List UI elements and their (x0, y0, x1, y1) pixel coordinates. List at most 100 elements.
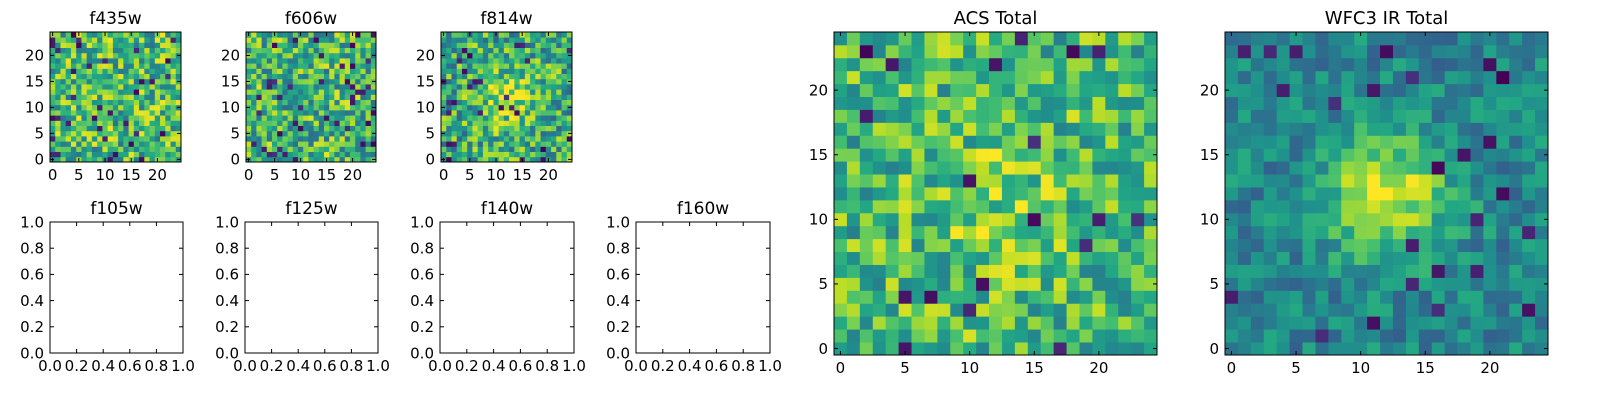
heatmap-cell (102, 110, 109, 116)
heatmap-cell (1431, 32, 1446, 46)
heatmap-cell (963, 32, 977, 46)
heatmap-cell (251, 68, 257, 74)
heatmap-cell (154, 136, 161, 142)
heatmap-cell (170, 73, 177, 80)
heatmap-cell (329, 47, 335, 54)
heatmap-cell (154, 99, 161, 106)
heatmap-cell (1392, 342, 1407, 356)
heatmap-cell (266, 136, 273, 142)
heatmap-cell (370, 37, 377, 43)
heatmap-cell (477, 99, 484, 106)
heatmap-cell (1066, 251, 1080, 265)
heatmap-cell (344, 110, 351, 116)
heatmap-cell (112, 32, 119, 38)
heatmap-cell (91, 58, 98, 64)
heatmap-cell (303, 151, 309, 158)
heatmap-cell (350, 63, 356, 69)
heatmap-cell (561, 146, 568, 152)
heatmap-cell (885, 135, 899, 149)
heatmap-cell (1092, 342, 1106, 356)
heatmap-cell (97, 104, 103, 111)
heatmap-cell (339, 42, 346, 48)
heatmap-cell (107, 89, 114, 95)
heatmap-cell (86, 32, 93, 38)
heatmap-cell (1014, 44, 1029, 59)
heatmap-cell (545, 130, 552, 137)
heatmap-cell (989, 251, 1003, 265)
heatmap-cell (76, 78, 82, 85)
heatmap-cell (133, 42, 140, 48)
heatmap-cell (472, 52, 479, 59)
panel-title: f435w (89, 9, 141, 29)
heatmap-cell (446, 130, 452, 137)
heatmap-cell (1027, 225, 1042, 240)
heatmap-cell (446, 42, 452, 48)
heatmap-cell (334, 151, 340, 158)
heatmap-cell (1118, 225, 1132, 240)
heatmap-cell (1144, 187, 1158, 201)
heatmap-cell (530, 151, 536, 158)
heatmap-cell (102, 63, 109, 69)
x-tick-label: 0.8 (731, 357, 755, 375)
heatmap-cell (503, 78, 510, 85)
heatmap-cell (344, 78, 351, 85)
heatmap-cell (519, 151, 526, 158)
heatmap-cell (313, 146, 320, 152)
heatmap-cell (535, 58, 541, 64)
heatmap-cell (524, 73, 531, 80)
heatmap-cell (170, 99, 177, 106)
heatmap-cell (524, 68, 531, 74)
heatmap-cell (898, 277, 912, 291)
heatmap-cell (989, 96, 1003, 110)
heatmap-cell (102, 120, 109, 126)
heatmap-cell (1367, 135, 1381, 149)
heatmap-cell (1092, 251, 1106, 265)
heatmap-cell (154, 115, 161, 121)
heatmap-cell (514, 156, 520, 163)
heatmap-cell (1354, 264, 1368, 278)
heatmap-cell (1535, 225, 1549, 240)
heatmap-cell (1367, 329, 1381, 343)
heatmap-cell (524, 52, 531, 59)
heatmap-cell (976, 329, 990, 343)
heatmap-cell (472, 115, 479, 121)
heatmap-cell (318, 130, 325, 137)
heatmap-cell (334, 146, 340, 152)
axes-frame (440, 31, 573, 163)
heatmap-cell (1237, 212, 1252, 227)
heatmap-cell (246, 47, 252, 54)
heatmap-cell (329, 68, 335, 74)
heatmap-cell (561, 136, 568, 142)
heatmap-cell (859, 174, 874, 188)
heatmap-cell (535, 156, 541, 163)
heatmap-cell (76, 68, 82, 74)
heatmap-cell (1066, 44, 1080, 59)
heatmap-cell (123, 32, 129, 38)
heatmap-cell (97, 89, 103, 95)
heatmap-cell (339, 73, 346, 80)
heatmap-cell (1001, 96, 1016, 110)
heatmap-cell (488, 94, 494, 100)
heatmap-cell (514, 73, 520, 80)
heatmap-cell (963, 135, 977, 149)
heatmap-cell (261, 146, 268, 152)
heatmap-cell (65, 73, 72, 80)
heatmap-cell (1276, 251, 1290, 265)
heatmap-cell (313, 136, 320, 142)
heatmap-cell (1001, 44, 1016, 59)
heatmap-cell (60, 52, 67, 59)
heatmap-cell (441, 125, 447, 132)
heatmap-cell (1380, 70, 1394, 85)
heatmap-cell (97, 141, 103, 147)
heatmap-cell (112, 73, 119, 80)
heatmap-cell (292, 156, 299, 163)
heatmap-cell (144, 73, 150, 80)
heatmap-cell (556, 42, 562, 48)
heatmap-cell (81, 110, 88, 116)
heatmap-cell (1014, 342, 1029, 356)
heatmap-cell (360, 120, 366, 126)
heatmap-cell (344, 37, 351, 43)
heatmap-cell (456, 68, 463, 74)
heatmap-cell (339, 47, 346, 54)
heatmap-cell (1079, 329, 1093, 343)
